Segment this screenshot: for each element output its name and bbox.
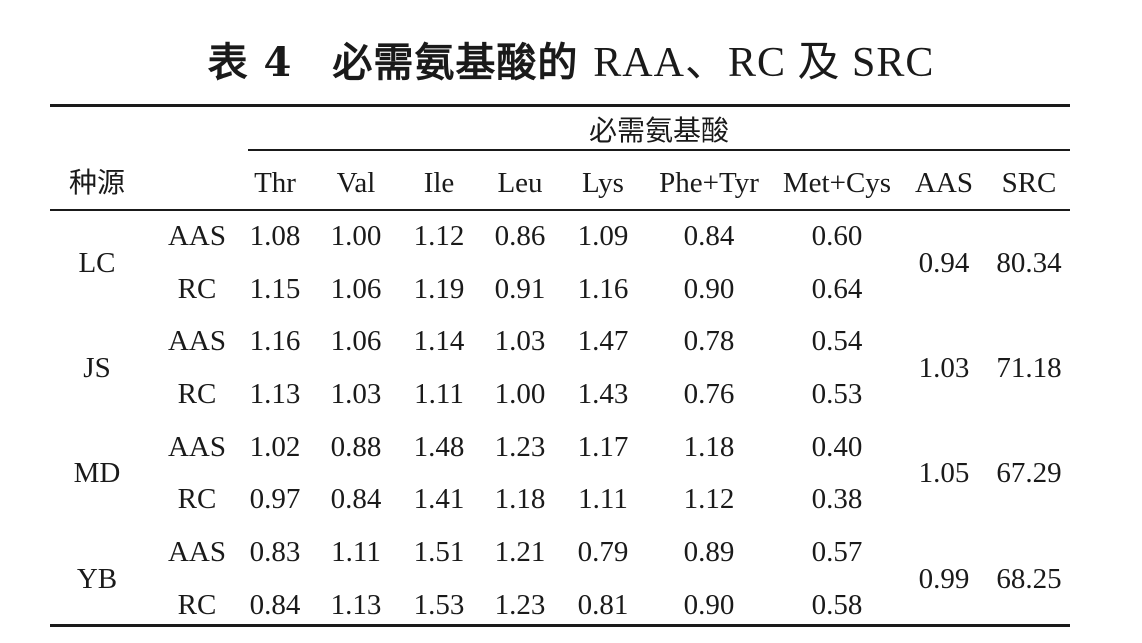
table-cell: 0.88 xyxy=(330,431,382,463)
stub-header: 种源 xyxy=(68,166,126,199)
src-cell: 68.25 xyxy=(996,562,1062,595)
group-header-rule xyxy=(248,149,1070,151)
column-header: Phe+Tyr xyxy=(659,167,759,199)
table-cell: 1.53 xyxy=(413,589,465,621)
row-label: AAS xyxy=(167,220,227,252)
table-cell: 0.91 xyxy=(494,273,546,305)
table-cell: 1.13 xyxy=(249,378,301,410)
row-label: AAS xyxy=(167,536,227,568)
src-cell: 80.34 xyxy=(996,246,1062,279)
table-cell: 0.76 xyxy=(683,378,735,410)
table-cell: 0.89 xyxy=(683,536,735,568)
table-cell: 1.13 xyxy=(330,589,382,621)
table-title: 表 4 必需氨基酸的 RAA、RC 及 SRC xyxy=(0,28,1142,89)
table-cell: 1.41 xyxy=(413,483,465,515)
table-cell: 1.47 xyxy=(577,325,629,357)
column-header: Thr xyxy=(254,167,296,199)
row-label: AAS xyxy=(167,325,227,357)
table-cell: 0.79 xyxy=(577,536,629,568)
row-label: RC xyxy=(177,273,217,305)
table-cell: 1.06 xyxy=(330,325,382,357)
table-cell: 1.12 xyxy=(683,483,735,515)
table-cell: 1.17 xyxy=(577,431,629,463)
table-cell: 1.00 xyxy=(330,220,382,252)
table-cell: 1.19 xyxy=(413,273,465,305)
group-header: 必需氨基酸 xyxy=(588,114,730,147)
table-cell: 0.53 xyxy=(811,378,863,410)
column-header: Leu xyxy=(497,167,543,199)
table-cell: 0.38 xyxy=(811,483,863,515)
column-header: Ile xyxy=(423,167,455,199)
table-cell: 1.23 xyxy=(494,431,546,463)
row-label: AAS xyxy=(167,431,227,463)
table-cell: 0.58 xyxy=(811,589,863,621)
table-cell: 1.18 xyxy=(494,483,546,515)
table-cell: 1.23 xyxy=(494,589,546,621)
source-label: JS xyxy=(83,351,111,384)
table-cell: 1.43 xyxy=(577,378,629,410)
table-title-prefix: 表 4 xyxy=(207,39,293,86)
table-cell: 1.06 xyxy=(330,273,382,305)
table-cell: 0.90 xyxy=(683,273,735,305)
row-label: RC xyxy=(177,589,217,621)
aas-total-cell: 0.99 xyxy=(918,562,970,595)
table-cell: 0.86 xyxy=(494,220,546,252)
table-cell: 1.03 xyxy=(330,378,382,410)
table-cell: 0.64 xyxy=(811,273,863,305)
table-title-latin: RAA、RC 及 SRC xyxy=(593,40,935,86)
table-title-chinese: 必需氨基酸的 xyxy=(332,39,579,86)
table-cell: 1.11 xyxy=(578,483,628,515)
table-cell: 0.57 xyxy=(811,536,863,568)
table-cell: 0.84 xyxy=(683,220,735,252)
table-cell: 0.40 xyxy=(811,431,863,463)
column-header: SRC xyxy=(1001,167,1057,199)
table-cell: 1.18 xyxy=(683,431,735,463)
table-cell: 0.83 xyxy=(249,536,301,568)
src-cell: 71.18 xyxy=(996,351,1062,384)
table-cell: 1.16 xyxy=(577,273,629,305)
table-top-rule xyxy=(50,104,1070,107)
table-cell: 1.11 xyxy=(331,536,381,568)
header-bottom-rule xyxy=(50,209,1070,211)
table-cell: 1.02 xyxy=(249,431,301,463)
table-cell: 1.11 xyxy=(414,378,464,410)
table-cell: 0.90 xyxy=(683,589,735,621)
table-cell: 0.97 xyxy=(249,483,301,515)
table-cell: 0.84 xyxy=(249,589,301,621)
table-bottom-rule xyxy=(50,624,1070,627)
table-cell: 0.84 xyxy=(330,483,382,515)
column-header: Met+Cys xyxy=(782,167,892,199)
table-cell: 1.14 xyxy=(413,325,465,357)
table-cell: 1.09 xyxy=(577,220,629,252)
table-cell: 0.60 xyxy=(811,220,863,252)
column-header: Lys xyxy=(582,167,624,199)
source-label: MD xyxy=(73,457,121,489)
column-header: Val xyxy=(336,167,376,199)
aas-total-cell: 1.05 xyxy=(918,457,970,489)
table-cell: 1.03 xyxy=(494,325,546,357)
table-cell: 1.48 xyxy=(413,431,465,463)
table-cell: 0.54 xyxy=(811,325,863,357)
table-cell: 0.78 xyxy=(683,325,735,357)
row-label: RC xyxy=(177,378,217,410)
table-cell: 1.51 xyxy=(413,536,465,568)
source-label: LC xyxy=(78,246,116,279)
column-header: AAS xyxy=(914,167,974,199)
aas-total-cell: 0.94 xyxy=(918,246,970,279)
row-label: RC xyxy=(177,483,217,515)
src-cell: 67.29 xyxy=(996,457,1062,489)
table-cell: 1.00 xyxy=(494,378,546,410)
table-cell: 0.81 xyxy=(577,589,629,621)
table-cell: 1.21 xyxy=(494,536,546,568)
aas-total-cell: 1.03 xyxy=(918,351,970,384)
table-cell: 1.08 xyxy=(249,220,301,252)
table-cell: 1.16 xyxy=(249,325,301,357)
table-cell: 1.15 xyxy=(249,273,301,305)
source-label: YB xyxy=(76,562,118,595)
table-cell: 1.12 xyxy=(413,220,465,252)
